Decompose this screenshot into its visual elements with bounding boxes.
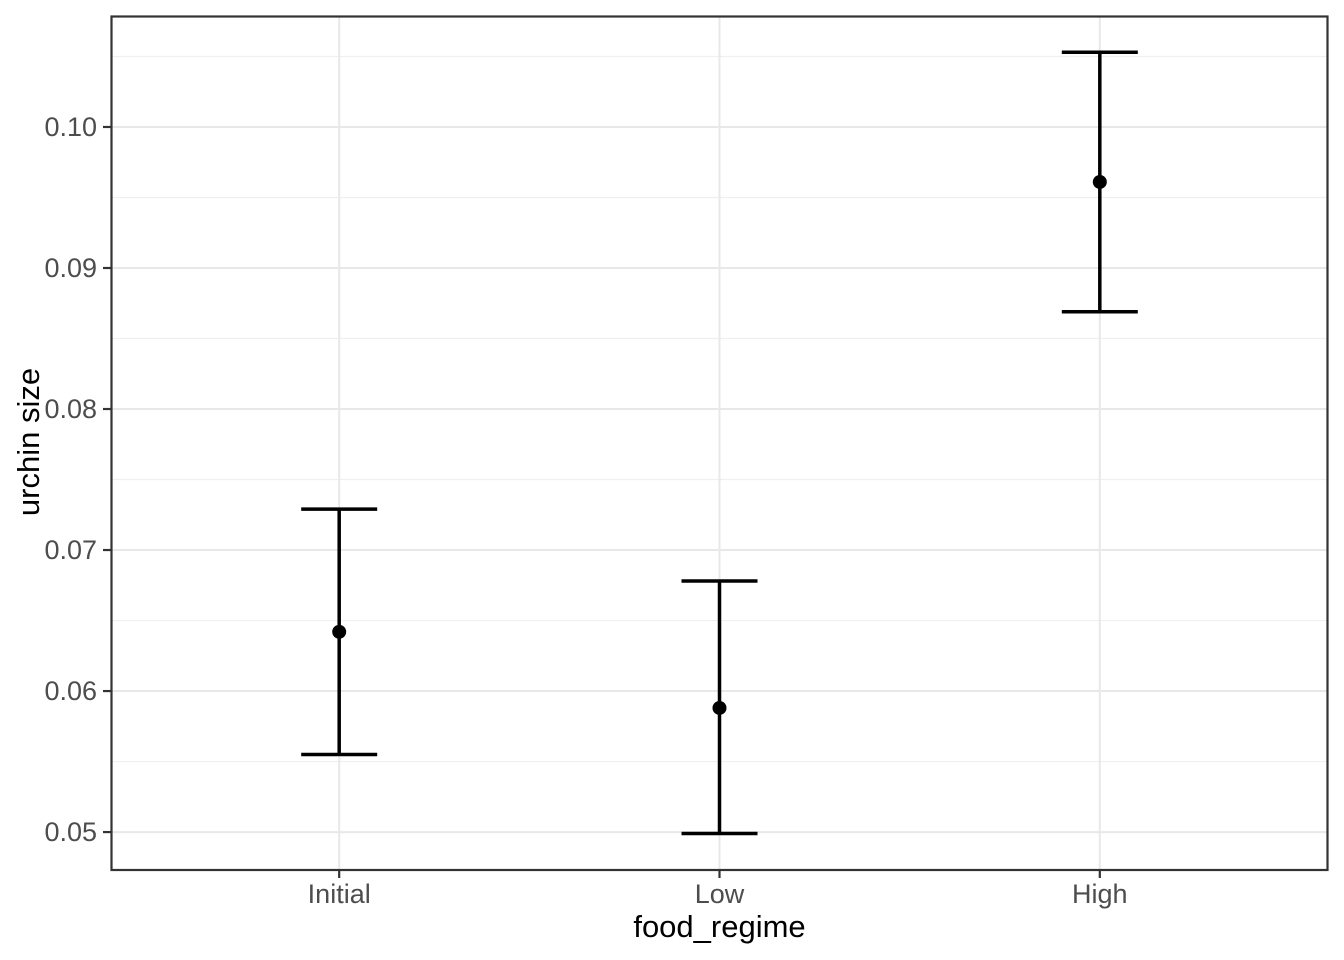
point-estimate: [1092, 174, 1107, 189]
pointrange-initial: [301, 507, 378, 757]
y-tick-label: 0.06: [44, 676, 97, 706]
point-estimate: [712, 700, 727, 715]
point-estimate: [332, 624, 347, 639]
pointrange-low: [681, 579, 758, 836]
y-tick-label: 0.05: [44, 817, 97, 847]
y-axis-title: urchin size: [11, 368, 46, 516]
y-tick-label: 0.10: [44, 112, 97, 142]
y-axis-tick-labels: 0.05 0.06 0.07 0.08 0.09 0.10: [44, 112, 97, 847]
x-tick-label: Low: [695, 879, 745, 909]
data-layer: [301, 50, 1138, 836]
y-tick-label: 0.07: [44, 535, 97, 565]
y-tick-label: 0.08: [44, 394, 97, 424]
y-tick-label: 0.09: [44, 253, 97, 283]
x-tick-label: Initial: [308, 879, 371, 909]
x-axis-tick-labels: Initial Low High: [308, 879, 1128, 909]
axis-ticks: [103, 125, 1101, 878]
pointrange-high: [1061, 50, 1138, 314]
x-axis-title: food_regime: [633, 909, 805, 944]
x-tick-label: High: [1072, 879, 1128, 909]
